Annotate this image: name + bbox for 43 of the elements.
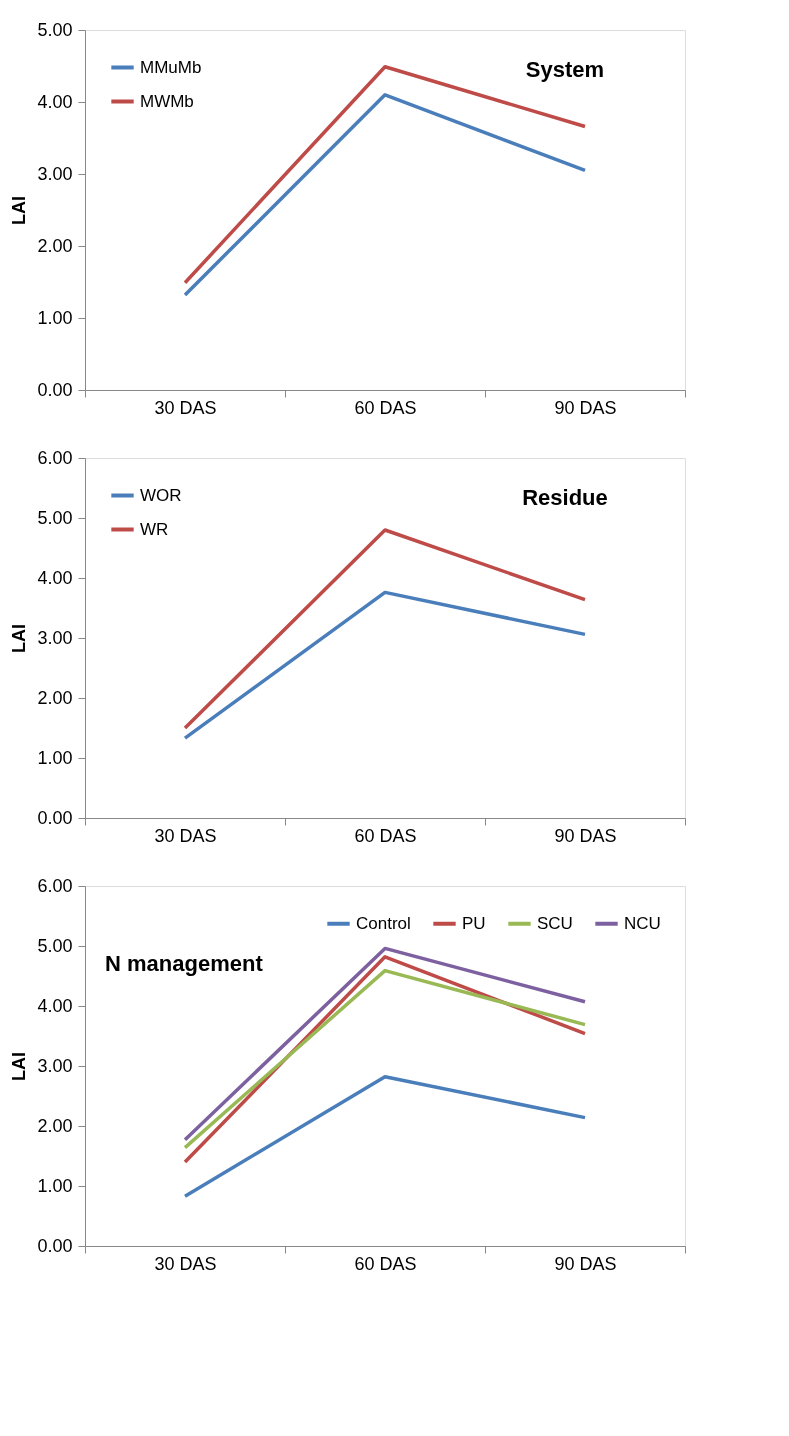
y-tick-label: 1.00 bbox=[37, 747, 73, 768]
y-tick-label: 4.00 bbox=[37, 567, 73, 588]
y-tick-label: 0.00 bbox=[37, 379, 73, 400]
legend-label: WR bbox=[140, 519, 169, 539]
y-tick-label: 3.00 bbox=[37, 1055, 73, 1076]
y-tick-label: 4.00 bbox=[37, 91, 73, 112]
y-tick-label: 3.00 bbox=[37, 163, 73, 184]
y-tick-label: 1.00 bbox=[37, 307, 73, 328]
x-tick-label: 60 DAS bbox=[354, 825, 417, 846]
y-tick-label: 6.00 bbox=[37, 447, 73, 468]
x-tick-label: 90 DAS bbox=[554, 1253, 617, 1274]
legend-label: MWMb bbox=[140, 91, 194, 111]
text: Residue bbox=[522, 485, 608, 510]
y-axis-title: LAI bbox=[9, 624, 30, 653]
x-tick-label: 60 DAS bbox=[354, 1253, 417, 1274]
y-tick-label: 5.00 bbox=[37, 19, 73, 40]
legend-label: NCU bbox=[624, 913, 661, 933]
y-tick-label: 0.00 bbox=[37, 807, 73, 828]
y-tick-label: 3.00 bbox=[37, 627, 73, 648]
y-tick-label: 0.00 bbox=[37, 1235, 73, 1256]
text: System bbox=[525, 57, 605, 82]
x-tick-label: 90 DAS bbox=[554, 397, 617, 418]
legend-label: WOR bbox=[140, 485, 182, 505]
y-tick-label: 2.00 bbox=[37, 235, 73, 256]
legend-label: Control bbox=[356, 913, 411, 933]
y-axis-title: LAI bbox=[9, 1052, 30, 1081]
x-tick-label: 30 DAS bbox=[154, 825, 217, 846]
y-tick-label: 1.00 bbox=[37, 1175, 73, 1196]
y-tick-label: 5.00 bbox=[37, 935, 73, 956]
legend-label: MMuMb bbox=[140, 57, 202, 77]
y-tick-label: 4.00 bbox=[37, 995, 73, 1016]
x-tick-label: 30 DAS bbox=[154, 1253, 217, 1274]
legend-label: PU bbox=[462, 913, 486, 933]
x-tick-label: 90 DAS bbox=[554, 825, 617, 846]
y-axis-title: LAI bbox=[9, 196, 30, 225]
x-tick-label: 60 DAS bbox=[354, 397, 417, 418]
y-tick-label: 2.00 bbox=[37, 1115, 73, 1136]
x-tick-label: 30 DAS bbox=[154, 397, 217, 418]
legend-label: SCU bbox=[537, 913, 573, 933]
y-tick-label: 6.00 bbox=[37, 875, 73, 896]
text: N management bbox=[105, 951, 264, 976]
y-tick-label: 5.00 bbox=[37, 507, 73, 528]
y-tick-label: 2.00 bbox=[37, 687, 73, 708]
